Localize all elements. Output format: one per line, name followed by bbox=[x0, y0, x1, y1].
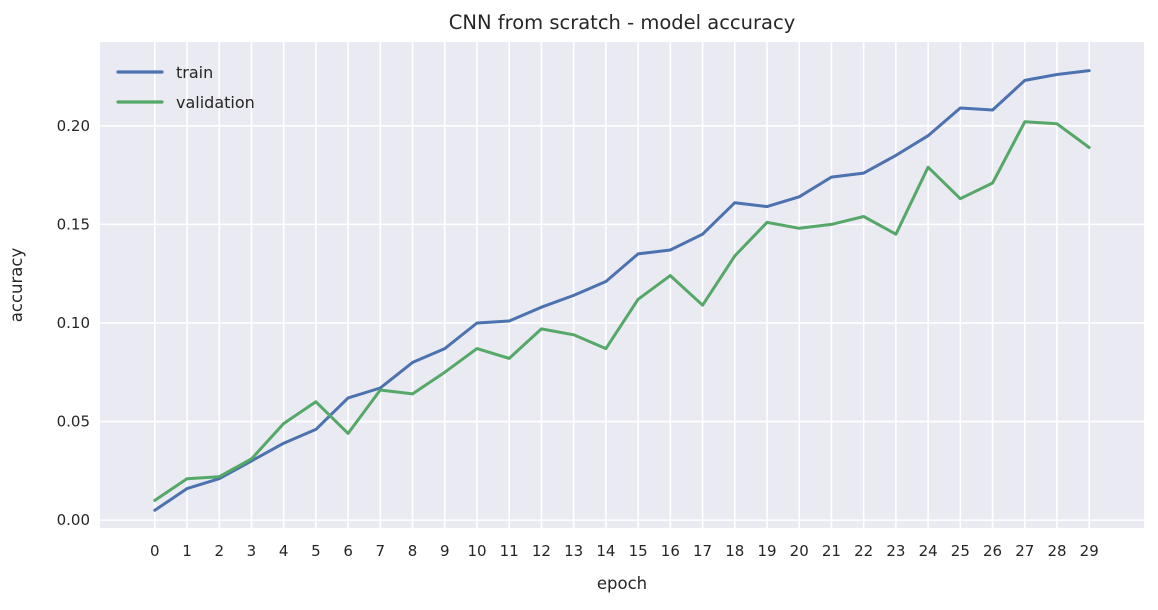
x-tick-label: 2 bbox=[214, 542, 224, 560]
x-tick-labels: 0 1 2 3 4 5 6 7 8 9 10 11 12 13 14 15 16 17 18 19 20 21 22 23 24… bbox=[150, 542, 1099, 560]
y-tick-label: 0.15 bbox=[57, 215, 90, 233]
x-tick-label: 22 bbox=[854, 542, 873, 560]
x-tick-label: 27 bbox=[1015, 542, 1034, 560]
data-series bbox=[153, 69, 1091, 512]
x-tick-label: 3 bbox=[247, 542, 257, 560]
x-tick-label: 0 bbox=[150, 542, 160, 560]
x-tick-label: 13 bbox=[564, 542, 583, 560]
y-tick-label: 0.20 bbox=[57, 117, 90, 135]
train-line bbox=[153, 69, 1091, 512]
x-tick-label: 12 bbox=[532, 542, 551, 560]
y-tick-label: 0.10 bbox=[57, 314, 90, 332]
x-tick-label: 11 bbox=[500, 542, 519, 560]
x-tick-label: 25 bbox=[951, 542, 970, 560]
y-tick-labels: 0.00 0.05 0.10 0.15 0.20 bbox=[57, 117, 90, 529]
x-tick-label: 14 bbox=[596, 542, 615, 560]
x-tick-label: 19 bbox=[757, 542, 776, 560]
y-tick-label: 0.00 bbox=[57, 511, 90, 529]
legend-validation-label: validation bbox=[176, 93, 255, 112]
x-tick-label: 28 bbox=[1047, 542, 1066, 560]
legend: train validation bbox=[116, 63, 255, 112]
validation-line bbox=[153, 120, 1091, 502]
x-tick-label: 1 bbox=[182, 542, 192, 560]
x-tick-label: 9 bbox=[440, 542, 450, 560]
x-tick-label: 6 bbox=[343, 542, 353, 560]
chart-title: CNN from scratch - model accuracy bbox=[449, 11, 795, 34]
x-axis-label: epoch bbox=[597, 574, 647, 593]
gridlines bbox=[100, 42, 1144, 528]
x-tick-label: 5 bbox=[311, 542, 321, 560]
x-tick-label: 24 bbox=[919, 542, 938, 560]
x-tick-label: 29 bbox=[1080, 542, 1099, 560]
y-tick-label: 0.05 bbox=[57, 413, 90, 431]
y-axis-label: accuracy bbox=[7, 248, 26, 323]
x-tick-label: 17 bbox=[693, 542, 712, 560]
x-tick-label: 18 bbox=[725, 542, 744, 560]
x-tick-label: 26 bbox=[983, 542, 1002, 560]
x-tick-label: 4 bbox=[279, 542, 289, 560]
x-tick-label: 10 bbox=[467, 542, 486, 560]
x-tick-label: 8 bbox=[408, 542, 418, 560]
x-tick-label: 15 bbox=[629, 542, 648, 560]
x-tick-label: 20 bbox=[790, 542, 809, 560]
x-tick-label: 21 bbox=[822, 542, 841, 560]
legend-train-label: train bbox=[176, 63, 213, 82]
x-tick-label: 7 bbox=[376, 542, 386, 560]
x-tick-label: 23 bbox=[886, 542, 905, 560]
x-tick-label: 16 bbox=[661, 542, 680, 560]
